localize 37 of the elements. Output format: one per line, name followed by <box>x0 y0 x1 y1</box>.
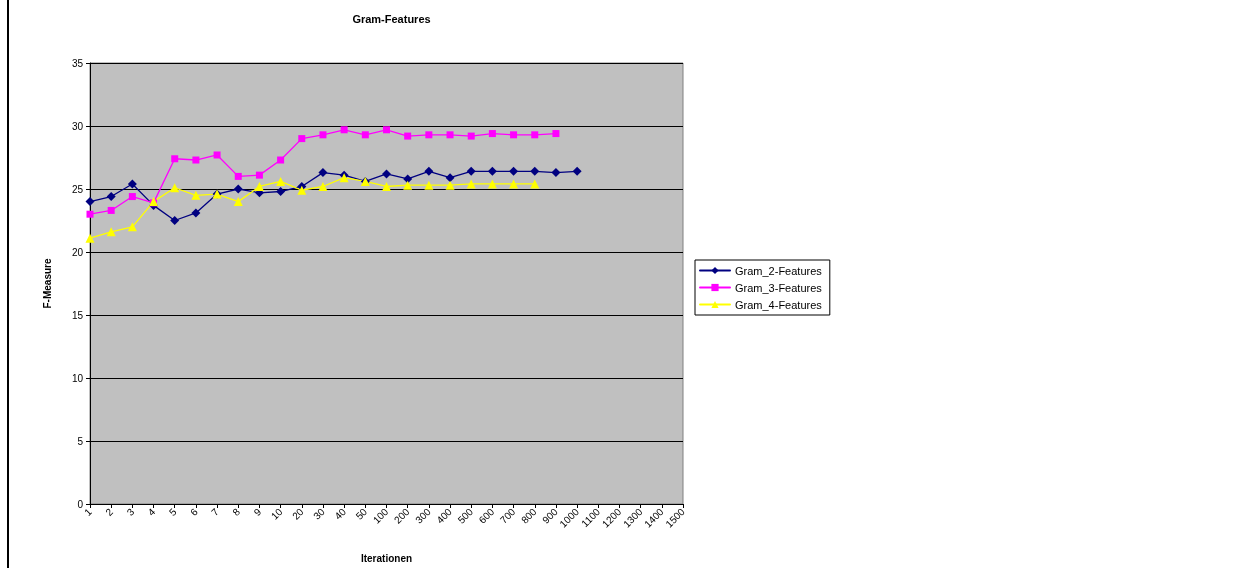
y-tick-label: 20 <box>71 246 84 258</box>
x-tick-label: 4 <box>145 505 158 518</box>
legend-label: Gram_4-Features <box>735 298 823 311</box>
y-tick-label: 25 <box>71 183 84 195</box>
y-tick-label: 15 <box>71 309 84 321</box>
x-tick-label: 800 <box>519 505 539 526</box>
x-tick-label: 8 <box>230 505 243 518</box>
x-tick-label: 100 <box>370 505 391 526</box>
x-tick-label: 5 <box>166 505 179 518</box>
x-tick-label: 30 <box>311 505 328 522</box>
x-tick-label: 400 <box>434 505 455 526</box>
x-tick-label: 2 <box>103 505 116 518</box>
y-tick-label: 35 <box>71 57 84 69</box>
y-tick-label: 0 <box>77 498 84 510</box>
legend-label: Gram_2-Features <box>735 264 823 277</box>
y-tick-label: 10 <box>71 372 84 384</box>
y-tick-label: 30 <box>71 120 84 132</box>
x-tick-label: 3 <box>124 505 137 518</box>
y-axis-title: F-Measure <box>41 258 53 309</box>
x-tick-label: 7 <box>209 505 222 518</box>
y-tick-label: 5 <box>77 435 84 447</box>
x-tick-label: 700 <box>497 505 518 526</box>
x-axis-title: Iterationen <box>360 552 413 564</box>
x-tick-label: 1 <box>82 505 95 518</box>
x-tick-label: 6 <box>188 505 201 518</box>
x-tick-label: 200 <box>392 505 412 526</box>
x-tick-label: 40 <box>332 505 349 522</box>
x-tick-label: 600 <box>476 505 497 526</box>
chart-title: Gram-Features <box>352 12 431 25</box>
x-tick-label: 300 <box>413 505 434 526</box>
x-tick-label: 10 <box>268 505 285 522</box>
x-tick-label: 9 <box>251 505 264 518</box>
x-tick-label: 20 <box>290 505 306 522</box>
x-tick-label: 50 <box>353 505 370 522</box>
x-tick-label: 500 <box>455 505 476 526</box>
x-tick-label: 900 <box>540 505 561 526</box>
legend-label: Gram_3-Features <box>735 281 823 294</box>
